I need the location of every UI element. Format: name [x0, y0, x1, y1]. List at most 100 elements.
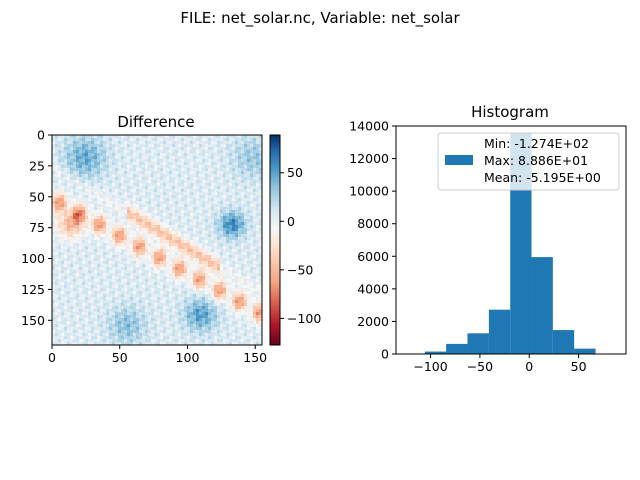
heatmap-cell	[61, 264, 65, 268]
heatmap-cell	[151, 243, 155, 247]
heatmap-cell	[73, 276, 77, 280]
heatmap-cell	[196, 303, 200, 307]
heatmap-cell	[166, 150, 170, 154]
heatmap-cell	[184, 342, 188, 346]
heatmap-cell	[133, 288, 137, 292]
heatmap-cell	[127, 249, 131, 253]
heatmap-cell	[226, 216, 230, 220]
heatmap-cell	[202, 195, 206, 199]
heatmap-cell	[208, 183, 212, 187]
heatmap-cell	[148, 198, 152, 202]
heatmap-cell	[196, 309, 200, 313]
heatmap-cell	[202, 216, 206, 220]
heatmap-cell	[160, 306, 164, 310]
heatmap-cell	[211, 336, 215, 340]
heatmap-cell	[166, 279, 170, 283]
heatmap-cell	[127, 339, 131, 343]
heatmap-cell	[151, 321, 155, 325]
heatmap-cell	[202, 306, 206, 310]
heatmap-cell	[103, 255, 107, 259]
heatmap-cell	[247, 300, 251, 304]
heatmap-cell	[61, 306, 65, 310]
heatmap-cell	[82, 279, 86, 283]
heatmap-cell	[136, 318, 140, 322]
heatmap-cell	[253, 147, 257, 151]
heatmap-cell	[58, 258, 62, 262]
heatmap-cell	[61, 165, 65, 169]
heatmap-cell	[166, 252, 170, 256]
heatmap-cell	[97, 234, 101, 238]
heatmap-cell	[187, 306, 191, 310]
heatmap-cell	[64, 294, 68, 298]
heatmap-cell	[76, 252, 80, 256]
heatmap-cell	[229, 321, 233, 325]
heatmap-cell	[52, 306, 56, 310]
heatmap-cell	[193, 234, 197, 238]
heatmap-cell	[142, 321, 146, 325]
heatmap-cell	[244, 249, 248, 253]
heatmap-cell	[205, 228, 209, 232]
heatmap-cell	[85, 246, 89, 250]
heatmap-cell	[136, 336, 140, 340]
heatmap-cell	[205, 144, 209, 148]
heatmap-cell	[76, 261, 80, 265]
heatmap-cell	[103, 144, 107, 148]
heatmap-cell	[61, 330, 65, 334]
heatmap-cell	[169, 192, 173, 196]
heatmap-cell	[157, 156, 161, 160]
heatmap-cell	[160, 231, 164, 235]
heatmap-cell	[91, 159, 95, 163]
heatmap-cell	[190, 204, 194, 208]
heatmap-cell	[211, 153, 215, 157]
heatmap-cell	[115, 273, 119, 277]
heatmap-cell	[157, 321, 161, 325]
heatmap-cell	[136, 195, 140, 199]
heatmap-cell	[196, 216, 200, 220]
heatmap-cell	[181, 297, 185, 301]
heatmap-cell	[130, 309, 134, 313]
heatmap-cell	[202, 189, 206, 193]
heatmap-cell	[67, 165, 71, 169]
heatmap-cell	[73, 273, 77, 277]
heatmap-cell	[253, 222, 257, 226]
heatmap-cell	[247, 219, 251, 223]
heatmap-cell	[103, 276, 107, 280]
heatmap-cell	[88, 318, 92, 322]
heatmap-cell	[64, 273, 68, 277]
heatmap-cell	[226, 300, 230, 304]
heatmap-cell	[184, 303, 188, 307]
heatmap-cell	[82, 216, 86, 220]
heatmap-cell	[115, 267, 119, 271]
heatmap-cell	[196, 156, 200, 160]
heatmap-cell	[133, 300, 137, 304]
heatmap-cell	[76, 201, 80, 205]
heatmap-cell	[67, 141, 71, 145]
heatmap-cell	[97, 264, 101, 268]
heatmap-cell	[133, 249, 137, 253]
heatmap-cell	[85, 216, 89, 220]
heatmap-cell	[235, 336, 239, 340]
heatmap-cell	[106, 267, 110, 271]
heatmap-cell	[259, 147, 263, 151]
heatmap-cell	[52, 204, 56, 208]
heatmap-cell	[166, 195, 170, 199]
heatmap-cell	[151, 264, 155, 268]
heatmap-cell	[148, 285, 152, 289]
heatmap-cell	[97, 273, 101, 277]
heatmap-cell	[148, 135, 152, 139]
heatmap-cell	[163, 312, 167, 316]
heatmap-cell	[103, 201, 107, 205]
heatmap-cell	[232, 303, 236, 307]
heatmap-cell	[76, 198, 80, 202]
heatmap-cell	[157, 135, 161, 139]
heatmap-cell	[133, 246, 137, 250]
heatmap-cell	[115, 300, 119, 304]
heatmap-cell	[253, 189, 257, 193]
heatmap-cell	[67, 177, 71, 181]
heatmap-cell	[205, 171, 209, 175]
heatmap-cell	[220, 267, 224, 271]
heatmap-cell	[253, 204, 257, 208]
heatmap-cell	[214, 234, 218, 238]
heatmap-cell	[103, 171, 107, 175]
heatmap-cell	[256, 207, 260, 211]
